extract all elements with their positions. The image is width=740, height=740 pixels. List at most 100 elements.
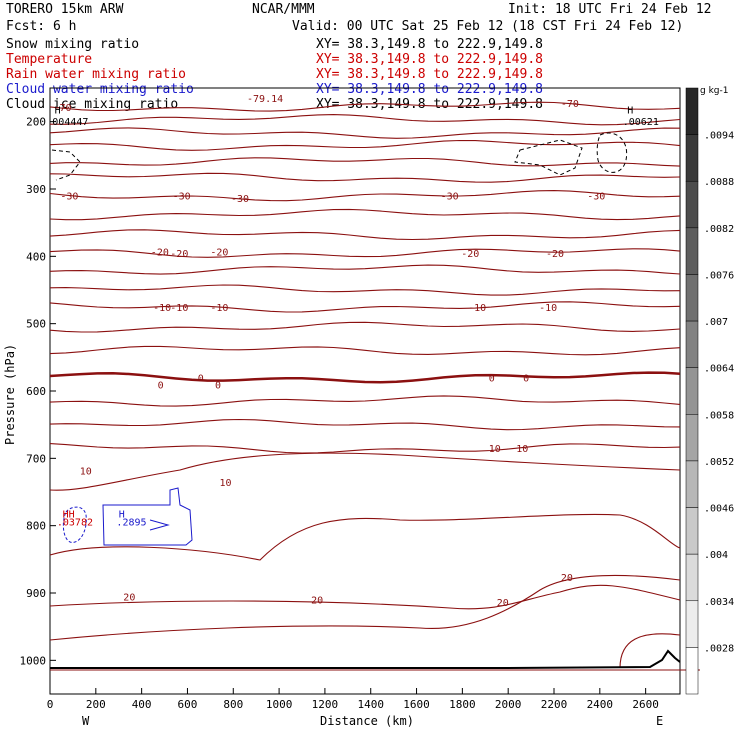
x-tick-label: 1600 [403, 698, 430, 711]
y-tick-label: 900 [26, 587, 46, 600]
x-tick-label: 2000 [495, 698, 522, 711]
terrain-line [50, 649, 681, 669]
temperature-contour [49, 284, 681, 296]
contour-label: 20 [123, 592, 135, 603]
colorbar-swatch [685, 367, 699, 415]
legend-cloud-water: Cloud water mixing ratio [6, 82, 194, 97]
model-title: TORERO 15km ARW [6, 2, 124, 17]
extremum-label: H [55, 106, 61, 117]
forecast-hour: Fcst: 6 h [6, 19, 76, 34]
temperature-contour [49, 114, 681, 126]
x-tick-label: 1400 [357, 698, 384, 711]
temperature-contour [49, 443, 681, 454]
y-axis-title: Pressure (hPa) [3, 344, 17, 445]
colorbar-swatch [685, 227, 699, 275]
contour-label: 0 [523, 374, 529, 385]
colorbar: .0094 .0088 .0082 .0076 .007 .0064 .0058 .0052.… [685, 87, 734, 695]
contour-label: 0 [215, 380, 221, 391]
temperature-contour [49, 208, 681, 221]
temperature-contour [49, 264, 681, 275]
temperature-contour [49, 172, 681, 183]
extremum-label: HH [63, 510, 75, 521]
x-tick-label: 1800 [449, 698, 476, 711]
temperature-contour [49, 139, 681, 151]
org-label: NCAR/MMM [252, 2, 315, 17]
ice-contour-east [596, 132, 628, 173]
y-tick-label: 800 [26, 520, 46, 533]
colorbar-swatch [685, 180, 699, 229]
xy-rain: XY= 38.3,149.8 to 222.9,149.8 [316, 67, 543, 82]
temperature-contour [49, 101, 681, 112]
x-axis: 0 200 400 600 800 1000 1200 1400 1600 1800 2000 220… [47, 688, 659, 711]
init-time: Init: 18 UTC Fri 24 Feb 12 [508, 2, 712, 17]
contour-label: 0 [158, 380, 164, 391]
y-tick-label: 700 [26, 452, 46, 465]
contour-label: -30 [173, 192, 191, 203]
x-tick-label: 0 [47, 698, 54, 711]
contour-label: 0 [198, 374, 204, 385]
legend-temperature: Temperature [6, 52, 92, 67]
contour-label: -70 [53, 103, 71, 114]
temperature-contour [49, 157, 681, 167]
colorbar-unit: g kg-1 [700, 86, 728, 96]
colorbar-swatch [685, 553, 699, 602]
contour-label: -20 [546, 249, 564, 260]
temperature-contour [49, 513, 681, 561]
temperature-contour [49, 190, 681, 202]
colorbar-tick-label: .0094 [704, 131, 734, 142]
contour-label: -10 [170, 303, 188, 314]
legend-rain: Rain water mixing ratio [6, 67, 186, 82]
y-tick-label: 300 [26, 183, 46, 196]
y-axis: 200 300 400 500 600 700 800 900 1000 [20, 116, 56, 667]
temperature-contour [49, 345, 681, 356]
extremum-label: .00621 [623, 117, 659, 128]
temperature-contour [49, 584, 681, 610]
xy-cloud-ice: XY= 38.3,149.8 to 222.9,149.8 [316, 97, 543, 112]
temperature-contour [49, 301, 681, 313]
x-tick-label: 2600 [632, 698, 659, 711]
colorbar-swatch [685, 87, 699, 135]
temperature-contour [49, 452, 681, 491]
temperature-contour [49, 418, 681, 431]
extremum-label: .2895 [116, 518, 146, 529]
contour-label: -30 [441, 192, 459, 203]
temperature-contour [49, 321, 681, 333]
colorbar-tick-label: .0034 [704, 597, 734, 608]
colorbar-swatch [685, 134, 699, 182]
temperature-contour [49, 574, 681, 641]
xy-cloud-water: XY= 38.3,149.8 to 222.9,149.8 [316, 82, 543, 97]
colorbar-tick-label: .0058 [704, 410, 734, 421]
colorbar-tick-label: .0076 [704, 270, 734, 281]
colorbar-tick-label: .0082 [704, 224, 734, 235]
contour-label: -10 [468, 303, 486, 314]
contour-label: -10 [210, 303, 228, 314]
east-label: E [656, 714, 663, 728]
contour-label: 10 [80, 466, 92, 477]
colorbar-swatch [685, 460, 699, 508]
colorbar-swatch [685, 647, 699, 695]
contour-label: -30 [587, 192, 605, 203]
cloud-water-inner [149, 519, 170, 531]
colorbar-swatch [685, 274, 699, 322]
extremum-label: H [119, 510, 125, 521]
colorbar-tick-label: .0088 [704, 177, 734, 188]
x-tick-label: 1200 [312, 698, 339, 711]
valid-time: Valid: 00 UTC Sat 25 Feb 12 (18 CST Fri … [292, 19, 683, 34]
west-label: W [82, 714, 90, 728]
contour-label: -20 [151, 248, 169, 259]
legend-snow: Snow mixing ratio [6, 37, 139, 52]
contour-label: -30 [231, 194, 249, 205]
x-axis-title: Distance (km) [320, 714, 414, 728]
temperature-contour [619, 633, 681, 669]
x-tick-label: 2200 [541, 698, 568, 711]
extremum-label: 004447 [52, 117, 88, 128]
extremum-label: H [627, 106, 633, 117]
contour-label: -20 [170, 249, 188, 260]
contour-label: 10 [516, 444, 528, 455]
temperature-contours: -70-30 -30 -30 -30-20 -20 -20-10 -10 -100 0 010 10… [49, 94, 700, 671]
contour-label: 20 [497, 598, 509, 609]
colorbar-tick-label: .0052 [704, 457, 734, 468]
legend-cloud-ice: Cloud ice mixing ratio [6, 97, 178, 112]
